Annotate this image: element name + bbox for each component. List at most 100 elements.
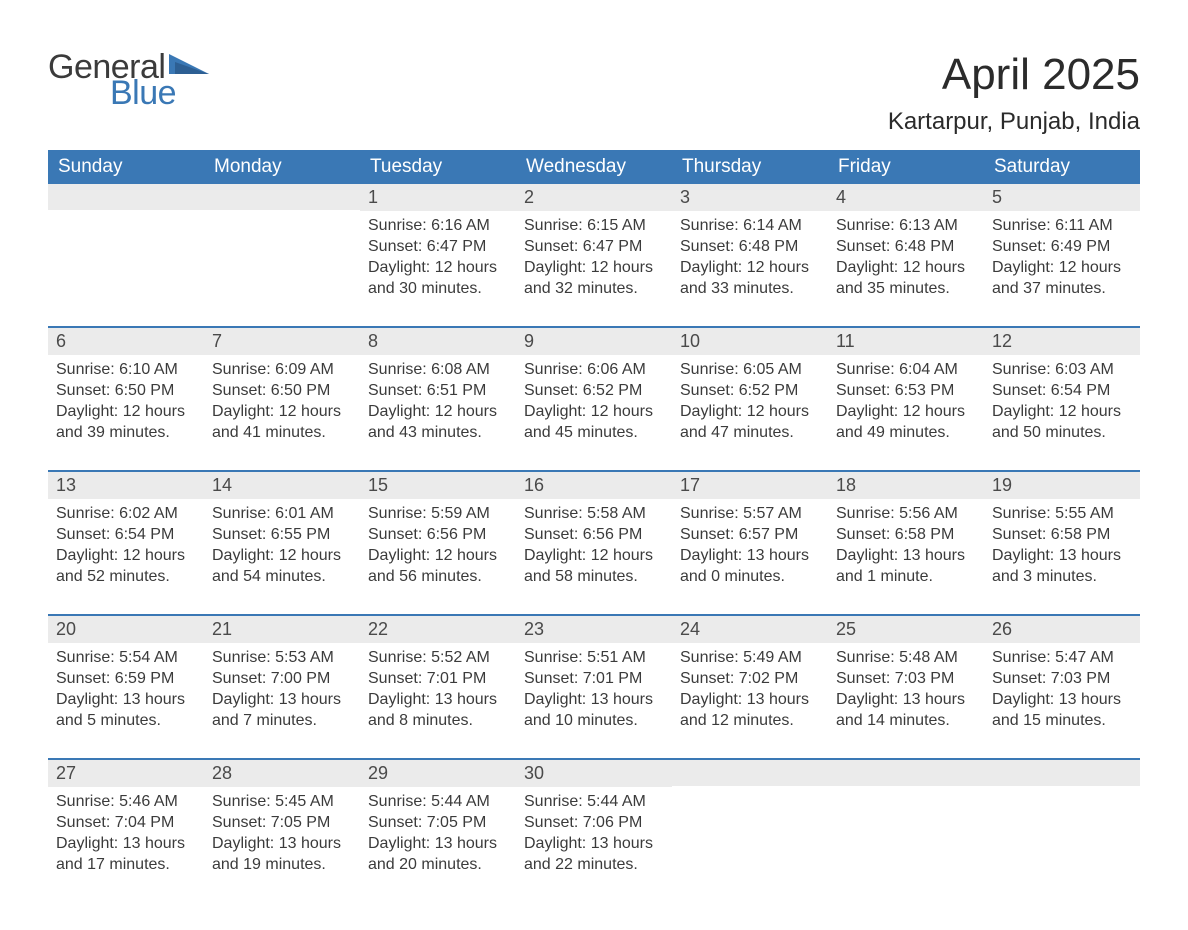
day-body: Sunrise: 6:02 AMSunset: 6:54 PMDaylight:… — [48, 499, 204, 587]
dow-sunday: Sunday — [48, 150, 204, 184]
day-number: 29 — [360, 760, 516, 787]
sunset-text: Sunset: 6:54 PM — [56, 524, 196, 545]
day-cell: 13Sunrise: 6:02 AMSunset: 6:54 PMDayligh… — [48, 472, 204, 592]
brand-text-2: Blue — [110, 76, 209, 110]
dow-friday: Friday — [828, 150, 984, 184]
daylight-text: Daylight: 13 hours and 1 minute. — [836, 545, 976, 587]
day-cell: 5Sunrise: 6:11 AMSunset: 6:49 PMDaylight… — [984, 184, 1140, 304]
sunset-text: Sunset: 6:51 PM — [368, 380, 508, 401]
day-body: Sunrise: 6:09 AMSunset: 6:50 PMDaylight:… — [204, 355, 360, 443]
sunrise-text: Sunrise: 5:55 AM — [992, 503, 1132, 524]
day-body: Sunrise: 6:01 AMSunset: 6:55 PMDaylight:… — [204, 499, 360, 587]
day-body: Sunrise: 5:55 AMSunset: 6:58 PMDaylight:… — [984, 499, 1140, 587]
dow-saturday: Saturday — [984, 150, 1140, 184]
day-body: Sunrise: 6:16 AMSunset: 6:47 PMDaylight:… — [360, 211, 516, 299]
day-number: 21 — [204, 616, 360, 643]
day-body: Sunrise: 5:46 AMSunset: 7:04 PMDaylight:… — [48, 787, 204, 875]
day-cell: 9Sunrise: 6:06 AMSunset: 6:52 PMDaylight… — [516, 328, 672, 448]
sunrise-text: Sunrise: 5:56 AM — [836, 503, 976, 524]
day-number: 15 — [360, 472, 516, 499]
day-cell: 2Sunrise: 6:15 AMSunset: 6:47 PMDaylight… — [516, 184, 672, 304]
sunset-text: Sunset: 6:50 PM — [56, 380, 196, 401]
day-number: 5 — [984, 184, 1140, 211]
day-cell: 30Sunrise: 5:44 AMSunset: 7:06 PMDayligh… — [516, 760, 672, 880]
day-number: 19 — [984, 472, 1140, 499]
day-cell: 1Sunrise: 6:16 AMSunset: 6:47 PMDaylight… — [360, 184, 516, 304]
day-cell: 4Sunrise: 6:13 AMSunset: 6:48 PMDaylight… — [828, 184, 984, 304]
daylight-text: Daylight: 12 hours and 45 minutes. — [524, 401, 664, 443]
sunset-text: Sunset: 6:59 PM — [56, 668, 196, 689]
day-body: Sunrise: 5:56 AMSunset: 6:58 PMDaylight:… — [828, 499, 984, 587]
sunset-text: Sunset: 6:54 PM — [992, 380, 1132, 401]
day-body: Sunrise: 5:48 AMSunset: 7:03 PMDaylight:… — [828, 643, 984, 731]
sunrise-text: Sunrise: 6:08 AM — [368, 359, 508, 380]
sunrise-text: Sunrise: 6:01 AM — [212, 503, 352, 524]
daylight-text: Daylight: 12 hours and 37 minutes. — [992, 257, 1132, 299]
daylight-text: Daylight: 12 hours and 54 minutes. — [212, 545, 352, 587]
sunrise-text: Sunrise: 6:09 AM — [212, 359, 352, 380]
daylight-text: Daylight: 12 hours and 43 minutes. — [368, 401, 508, 443]
day-body: Sunrise: 6:06 AMSunset: 6:52 PMDaylight:… — [516, 355, 672, 443]
daylight-text: Daylight: 13 hours and 7 minutes. — [212, 689, 352, 731]
sunset-text: Sunset: 6:56 PM — [524, 524, 664, 545]
day-cell: 8Sunrise: 6:08 AMSunset: 6:51 PMDaylight… — [360, 328, 516, 448]
daylight-text: Daylight: 13 hours and 19 minutes. — [212, 833, 352, 875]
day-cell: 20Sunrise: 5:54 AMSunset: 6:59 PMDayligh… — [48, 616, 204, 736]
day-body: Sunrise: 5:54 AMSunset: 6:59 PMDaylight:… — [48, 643, 204, 731]
day-number: 30 — [516, 760, 672, 787]
day-cell: 28Sunrise: 5:45 AMSunset: 7:05 PMDayligh… — [204, 760, 360, 880]
day-body: Sunrise: 6:10 AMSunset: 6:50 PMDaylight:… — [48, 355, 204, 443]
day-cell: 24Sunrise: 5:49 AMSunset: 7:02 PMDayligh… — [672, 616, 828, 736]
week-row: 20Sunrise: 5:54 AMSunset: 6:59 PMDayligh… — [48, 614, 1140, 736]
sunset-text: Sunset: 6:52 PM — [524, 380, 664, 401]
day-body: Sunrise: 6:15 AMSunset: 6:47 PMDaylight:… — [516, 211, 672, 299]
sunrise-text: Sunrise: 5:58 AM — [524, 503, 664, 524]
day-cell: 14Sunrise: 6:01 AMSunset: 6:55 PMDayligh… — [204, 472, 360, 592]
day-number: 22 — [360, 616, 516, 643]
sunrise-text: Sunrise: 5:49 AM — [680, 647, 820, 668]
day-body: Sunrise: 5:47 AMSunset: 7:03 PMDaylight:… — [984, 643, 1140, 731]
day-cell: 15Sunrise: 5:59 AMSunset: 6:56 PMDayligh… — [360, 472, 516, 592]
week-row: 1Sunrise: 6:16 AMSunset: 6:47 PMDaylight… — [48, 184, 1140, 304]
daylight-text: Daylight: 12 hours and 41 minutes. — [212, 401, 352, 443]
day-cell: 27Sunrise: 5:46 AMSunset: 7:04 PMDayligh… — [48, 760, 204, 880]
sunrise-text: Sunrise: 5:51 AM — [524, 647, 664, 668]
day-body: Sunrise: 6:03 AMSunset: 6:54 PMDaylight:… — [984, 355, 1140, 443]
sunrise-text: Sunrise: 5:59 AM — [368, 503, 508, 524]
sunrise-text: Sunrise: 5:44 AM — [524, 791, 664, 812]
dow-monday: Monday — [204, 150, 360, 184]
day-cell: 25Sunrise: 5:48 AMSunset: 7:03 PMDayligh… — [828, 616, 984, 736]
day-number — [828, 760, 984, 786]
day-number: 18 — [828, 472, 984, 499]
sunset-text: Sunset: 6:55 PM — [212, 524, 352, 545]
sunset-text: Sunset: 6:48 PM — [836, 236, 976, 257]
day-cell: 21Sunrise: 5:53 AMSunset: 7:00 PMDayligh… — [204, 616, 360, 736]
day-cell: 6Sunrise: 6:10 AMSunset: 6:50 PMDaylight… — [48, 328, 204, 448]
sunrise-text: Sunrise: 5:54 AM — [56, 647, 196, 668]
daylight-text: Daylight: 12 hours and 39 minutes. — [56, 401, 196, 443]
sunset-text: Sunset: 6:57 PM — [680, 524, 820, 545]
day-cell — [48, 184, 204, 304]
day-body: Sunrise: 5:44 AMSunset: 7:05 PMDaylight:… — [360, 787, 516, 875]
day-body: Sunrise: 5:49 AMSunset: 7:02 PMDaylight:… — [672, 643, 828, 731]
daylight-text: Daylight: 12 hours and 56 minutes. — [368, 545, 508, 587]
sunset-text: Sunset: 7:02 PM — [680, 668, 820, 689]
sunset-text: Sunset: 6:58 PM — [836, 524, 976, 545]
day-number: 26 — [984, 616, 1140, 643]
sunset-text: Sunset: 6:53 PM — [836, 380, 976, 401]
day-body: Sunrise: 6:08 AMSunset: 6:51 PMDaylight:… — [360, 355, 516, 443]
sunrise-text: Sunrise: 6:11 AM — [992, 215, 1132, 236]
day-cell — [828, 760, 984, 880]
week-row: 6Sunrise: 6:10 AMSunset: 6:50 PMDaylight… — [48, 326, 1140, 448]
day-number: 7 — [204, 328, 360, 355]
sunset-text: Sunset: 7:03 PM — [836, 668, 976, 689]
daylight-text: Daylight: 13 hours and 22 minutes. — [524, 833, 664, 875]
day-number: 23 — [516, 616, 672, 643]
day-number: 12 — [984, 328, 1140, 355]
day-number: 13 — [48, 472, 204, 499]
sunset-text: Sunset: 6:47 PM — [368, 236, 508, 257]
day-body: Sunrise: 5:58 AMSunset: 6:56 PMDaylight:… — [516, 499, 672, 587]
day-body: Sunrise: 5:53 AMSunset: 7:00 PMDaylight:… — [204, 643, 360, 731]
weeks-container: 1Sunrise: 6:16 AMSunset: 6:47 PMDaylight… — [48, 184, 1140, 880]
sunrise-text: Sunrise: 6:10 AM — [56, 359, 196, 380]
